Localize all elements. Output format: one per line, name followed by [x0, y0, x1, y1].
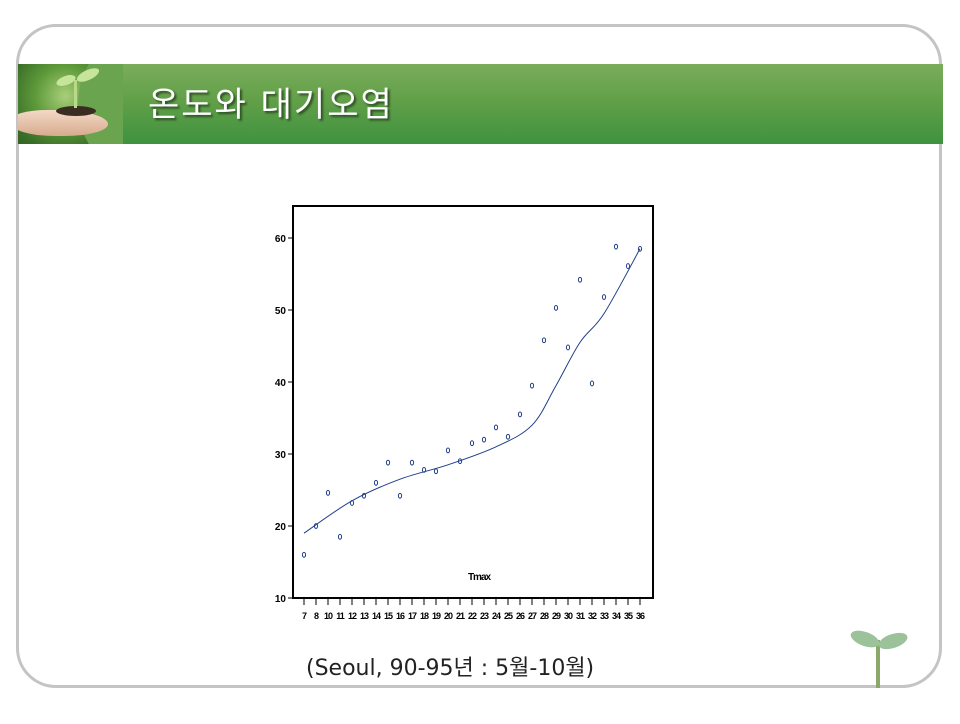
y-tick-label: 40 [275, 378, 287, 389]
x-tick-label: 11 [336, 611, 345, 621]
y-tick-label: 50 [275, 306, 287, 317]
title-bar [18, 64, 943, 144]
x-tick-label: 30 [564, 611, 573, 621]
x-tick-label: 21 [456, 611, 465, 621]
x-tick-label: 27 [528, 611, 537, 621]
data-point [589, 380, 595, 387]
x-tick-label: 31 [576, 611, 585, 621]
y-tick-label: 20 [275, 522, 287, 533]
y-tick-label: 10 [275, 594, 287, 605]
data-point [469, 440, 475, 447]
soil-icon [56, 106, 96, 116]
data-point [481, 436, 487, 443]
x-tick-label: 28 [540, 611, 549, 621]
plot-frame [292, 205, 654, 599]
y-tick-label: 30 [275, 450, 287, 461]
data-point [325, 489, 331, 496]
x-tick-label: 22 [468, 611, 477, 621]
data-point [553, 304, 559, 311]
x-tick-label: 17 [408, 611, 417, 621]
x-tick-label: 12 [348, 611, 357, 621]
x-tick-label: 7 [302, 611, 307, 621]
x-tick-label: 8 [314, 611, 319, 621]
x-tick-label: 26 [516, 611, 525, 621]
x-tick-label: 20 [444, 611, 453, 621]
data-point [385, 459, 391, 466]
data-point [493, 424, 499, 431]
data-point [445, 447, 451, 454]
sprout-in-hands-photo [18, 64, 123, 144]
x-tick-label: 10 [324, 611, 333, 621]
data-point [373, 479, 379, 486]
data-point [625, 263, 631, 269]
sprout-stem [876, 640, 880, 688]
fit-line [303, 248, 641, 534]
data-point [613, 243, 619, 250]
x-tick-label: 36 [636, 611, 645, 621]
x-tick-label: 25 [504, 611, 513, 621]
sprout-leaf-right [876, 629, 910, 653]
data-point [517, 411, 523, 418]
sprout-icon [838, 626, 918, 690]
data-point [505, 433, 511, 440]
data-point [337, 533, 343, 540]
x-tick-label: 24 [492, 611, 501, 621]
x-tick-label: 15 [384, 611, 393, 621]
x-tick-label: 34 [612, 611, 621, 621]
data-point [577, 276, 583, 283]
data-point [529, 382, 535, 389]
x-tick-label: 32 [588, 611, 597, 621]
x-tick-label: 33 [600, 611, 609, 621]
data-point [637, 245, 643, 252]
data-point [601, 294, 607, 300]
x-tick-label: 29 [552, 611, 561, 621]
data-point [301, 551, 307, 558]
x-tick-label: 19 [432, 611, 441, 621]
y-tick-label: 60 [275, 234, 287, 245]
x-tick-label: 13 [360, 611, 369, 621]
x-tick-label: 23 [480, 611, 489, 621]
data-point [541, 337, 547, 344]
data-point [409, 459, 415, 466]
stem-icon [74, 80, 77, 108]
annotation-label: Tmax [468, 572, 492, 583]
x-tick-label: 35 [624, 611, 633, 621]
slide-title: 온도와 대기오염 [148, 85, 394, 125]
data-point [565, 344, 571, 351]
x-tick-label: 16 [396, 611, 405, 621]
chart-caption: (Seoul, 90-95년 : 5월-10월) [306, 656, 595, 681]
x-tick-label: 14 [372, 611, 381, 621]
x-tick-label: 18 [420, 611, 429, 621]
data-point [397, 492, 403, 499]
